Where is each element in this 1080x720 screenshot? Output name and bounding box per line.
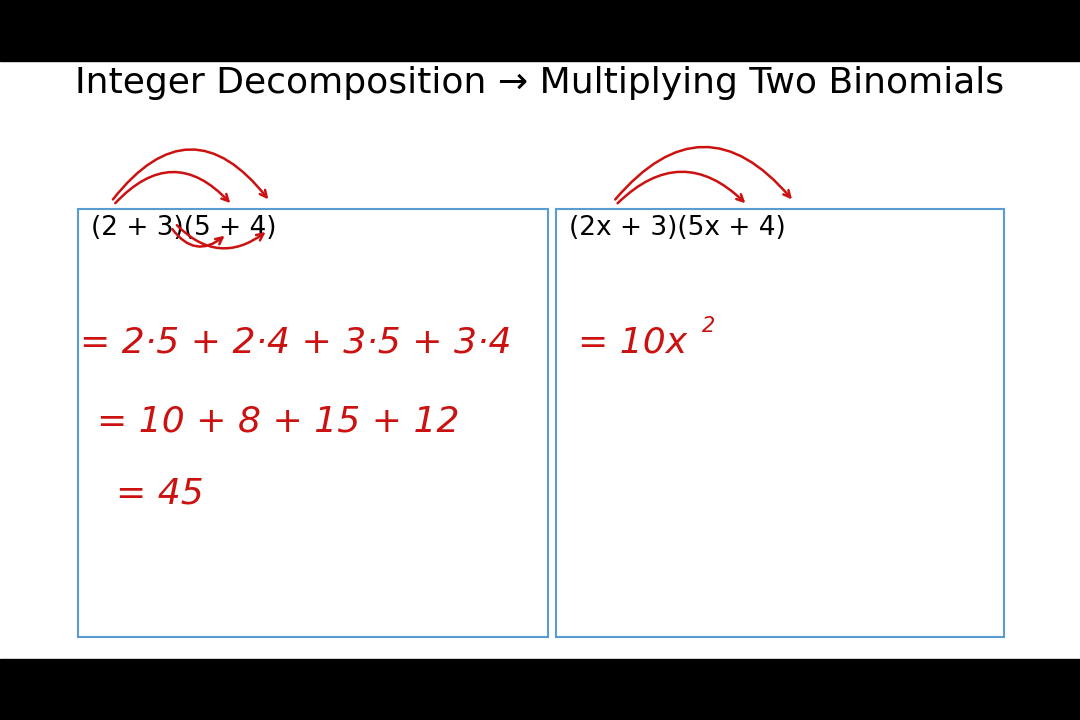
Bar — [78, 209, 548, 637]
Text: Integer Decomposition → Multiplying Two Binomials: Integer Decomposition → Multiplying Two … — [76, 66, 1004, 100]
Text: (2x + 3)(5x + 4): (2x + 3)(5x + 4) — [569, 215, 786, 240]
Text: 2: 2 — [702, 316, 715, 336]
Text: = 2·5 + 2·4 + 3·5 + 3·4: = 2·5 + 2·4 + 3·5 + 3·4 — [80, 325, 512, 359]
Bar — [0, 659, 1080, 720]
Text: = 10x: = 10x — [578, 325, 687, 359]
Bar — [0, 0, 1080, 61]
Text: = 10 + 8 + 15 + 12: = 10 + 8 + 15 + 12 — [97, 404, 460, 438]
Bar — [0, 61, 1080, 659]
Bar — [556, 209, 1004, 637]
Text: = 45: = 45 — [116, 476, 203, 510]
Text: (2 + 3)(5 + 4): (2 + 3)(5 + 4) — [91, 215, 276, 240]
